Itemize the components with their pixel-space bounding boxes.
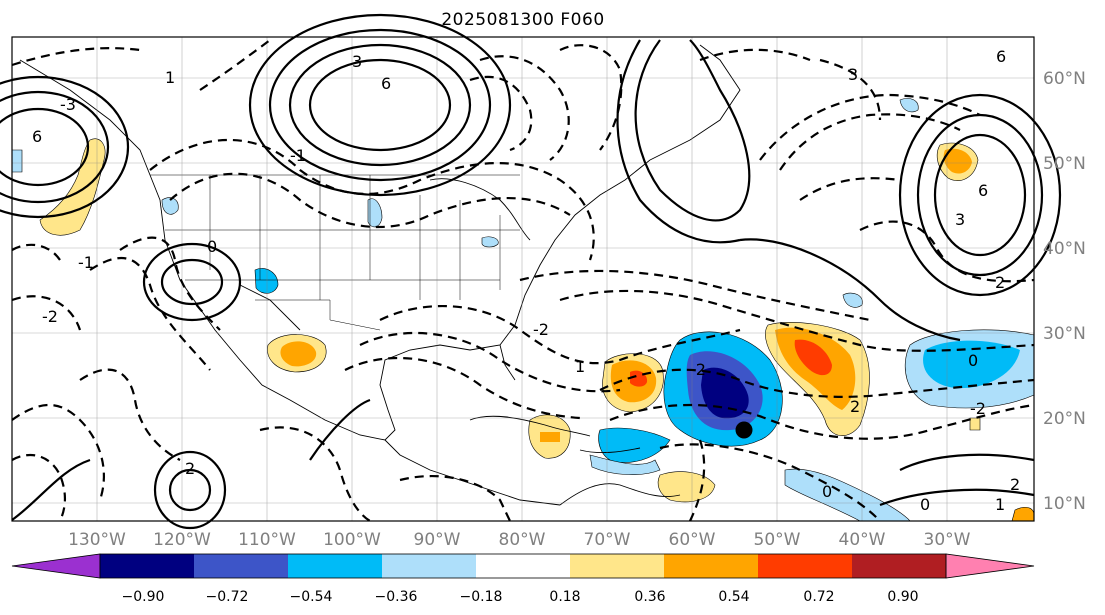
colorbar-ticks: −0.90 −0.72 −0.54 −0.36 −0.18 0.18 0.36 … (122, 589, 919, 605)
negative-anomaly-atlantic-inner (701, 367, 749, 419)
colorbar (11, 553, 1035, 579)
colorbar-tick-label: −0.54 (290, 589, 333, 605)
contour-label: -1 (78, 253, 94, 272)
contour-label: 3 (352, 52, 362, 71)
colorbar-extend-high (945, 553, 1035, 579)
lon-tick-label: 60°W (669, 530, 716, 550)
colorbar-frame (99, 553, 947, 579)
contour-label: 0 (207, 237, 217, 256)
colorbar-tick-label: −0.36 (375, 589, 418, 605)
colorbar-tick-label: 0.54 (718, 589, 749, 605)
contour-label: 6 (32, 127, 42, 146)
shaded-fields (11, 98, 1035, 522)
contour-label: -2 (42, 307, 58, 326)
colorbar-extend-low (11, 553, 101, 579)
lon-tick-label: 130°W (68, 530, 126, 550)
map-title: 2025081300 F060 (441, 10, 605, 30)
contour-labels: 6 6 6 6 3 3 3 2 2 2 2 1 1 1 0 0 0 0 -1 -… (32, 47, 1020, 514)
contour-label: -2 (533, 320, 549, 339)
contour-label: 1 (995, 495, 1005, 514)
contour-label: 6 (381, 74, 391, 93)
contour-label: -1 (290, 146, 306, 165)
map-area: 6 6 6 6 3 3 3 2 2 2 2 1 1 1 0 0 0 0 -1 -… (0, 13, 1062, 530)
state-borders (150, 174, 520, 331)
lat-tick-label: 10°N (1043, 494, 1086, 514)
colorbar-segment (194, 554, 289, 578)
colorbar-segment (288, 554, 383, 578)
contour-label: 2 (995, 273, 1005, 292)
lon-tick-label: 110°W (238, 530, 296, 550)
lon-tick-label: 30°W (924, 530, 971, 550)
colorbar-tick-label: −0.72 (206, 589, 249, 605)
colorbar-segment (476, 554, 571, 578)
colorbar-tick-label: 0.90 (887, 589, 918, 605)
longitude-ticks: 130°W 120°W 110°W 100°W 90°W 80°W 70°W 6… (68, 530, 971, 550)
negative-contours (11, 39, 1035, 522)
gridlines (12, 37, 1034, 521)
lon-tick-label: 100°W (323, 530, 381, 550)
colorbar-tick-label: 0.36 (634, 589, 665, 605)
lat-tick-label: 30°N (1043, 324, 1086, 344)
colorbar-segment (382, 554, 477, 578)
contour-label: -2 (970, 399, 986, 418)
contour-label: 1 (575, 357, 585, 376)
colorbar-tick-label: −0.18 (460, 589, 503, 605)
contour-label: 2 (850, 397, 860, 416)
colorbar-tick-label: −0.90 (122, 589, 165, 605)
lon-tick-label: 80°W (499, 530, 546, 550)
colorbar-tick-label: 0.72 (803, 589, 834, 605)
lon-tick-label: 90°W (414, 530, 461, 550)
contour-label: -3 (60, 95, 76, 114)
storm-position-marker (735, 421, 753, 439)
lat-tick-label: 40°N (1043, 239, 1086, 259)
latitude-ticks: 60°N 50°N 40°N 30°N 20°N 10°N (1043, 69, 1086, 514)
contour-label: -2 (690, 360, 706, 379)
contour-label: 6 (978, 181, 988, 200)
contour-label: 6 (996, 47, 1006, 66)
lon-tick-label: 40°W (839, 530, 886, 550)
lon-tick-label: 120°W (153, 530, 211, 550)
colorbar-segment (664, 554, 759, 578)
lat-tick-label: 60°N (1043, 69, 1086, 89)
contour-label: 3 (955, 210, 965, 229)
contour-label: 0 (968, 351, 978, 370)
contour-label: 0 (822, 482, 832, 501)
contour-label: 2 (1010, 475, 1020, 494)
contour-label: 3 (848, 65, 858, 84)
colorbar-segment (570, 554, 665, 578)
contour-label: 0 (920, 495, 930, 514)
lon-tick-label: 50°W (754, 530, 801, 550)
contour-label: 2 (185, 459, 195, 478)
colorbar-segment (852, 554, 947, 578)
colorbar-segment (100, 554, 195, 578)
lat-tick-label: 20°N (1043, 409, 1086, 429)
contour-label: 1 (165, 68, 175, 87)
colorbar-tick-label: 0.18 (549, 589, 580, 605)
lat-tick-label: 50°N (1043, 154, 1086, 174)
map-frame (11, 36, 1035, 522)
lon-tick-label: 70°W (584, 530, 631, 550)
colorbar-segment (758, 554, 853, 578)
coastlines (19, 44, 741, 506)
